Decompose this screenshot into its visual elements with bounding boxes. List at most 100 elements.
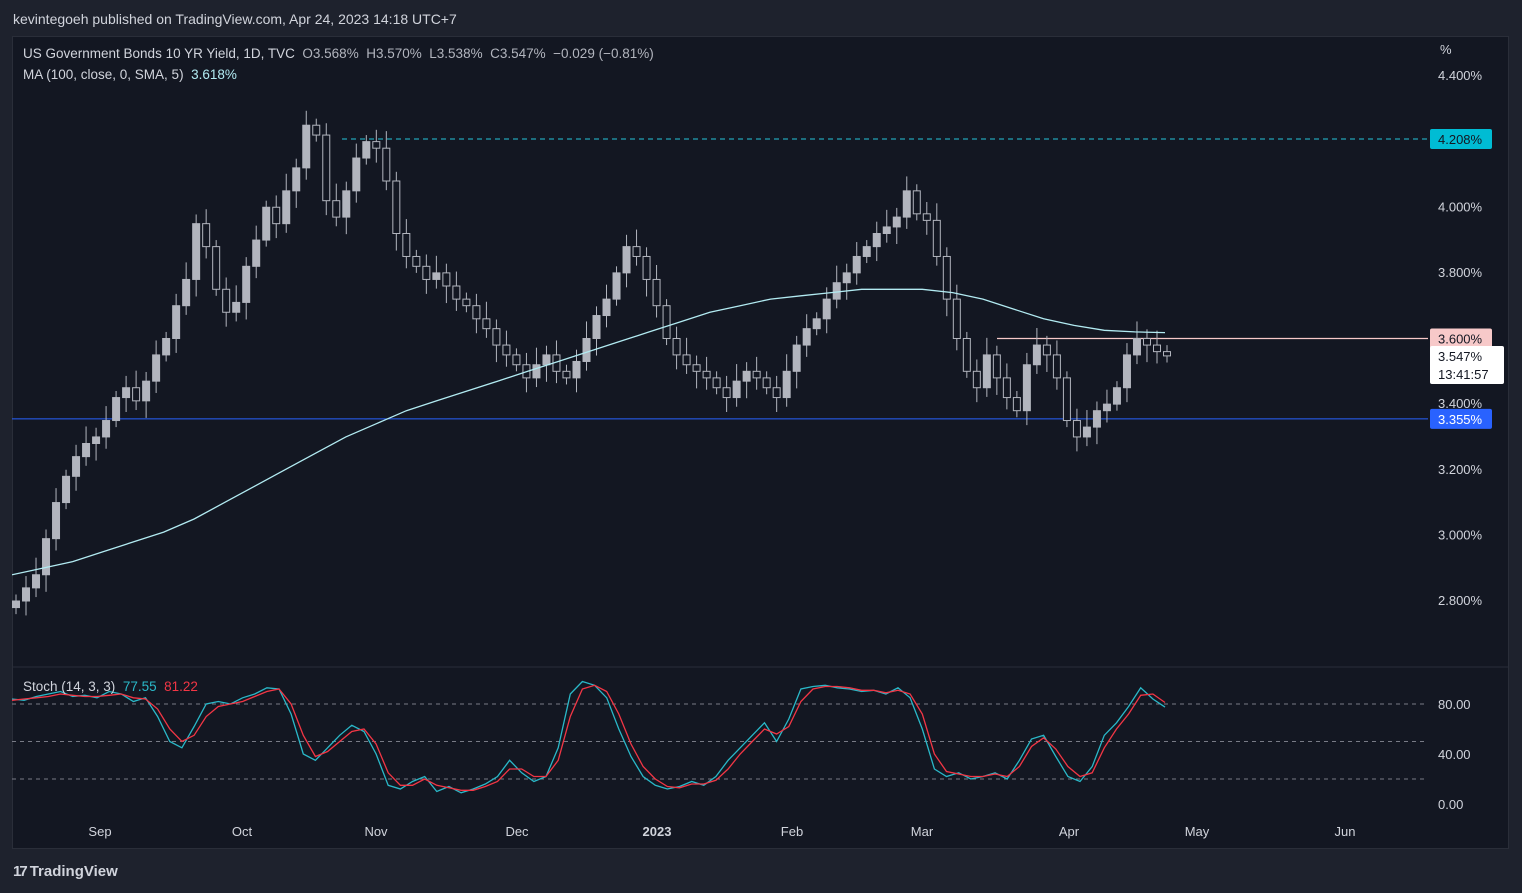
candle-body <box>912 190 921 215</box>
candle-body <box>42 538 51 576</box>
candle-body <box>952 298 961 339</box>
candle-body <box>532 364 541 379</box>
candle-body <box>52 502 61 540</box>
resistance-price-label: 3.600% <box>1438 332 1483 347</box>
candle-body <box>302 124 311 169</box>
candle-body <box>982 354 991 389</box>
candle-body <box>632 246 641 257</box>
price-tick-label: 3.000% <box>1438 527 1483 542</box>
candle-body <box>682 354 691 366</box>
candle-body <box>332 200 341 218</box>
candle-body <box>392 180 401 234</box>
price-tick-label: 2.800% <box>1438 593 1483 608</box>
brand-label: TradingView <box>29 863 118 880</box>
candle-body <box>502 344 511 356</box>
price-legend: US Government Bonds 10 YR Yield, 1D, TVC… <box>23 46 654 61</box>
candle-body <box>122 387 131 399</box>
candle-body <box>972 370 981 389</box>
candle-body <box>422 265 431 280</box>
candle-body <box>382 147 391 182</box>
candle-body <box>1152 344 1161 353</box>
price-tick-label: 3.200% <box>1438 462 1483 477</box>
candle-body <box>592 315 601 339</box>
candle-body <box>142 380 151 402</box>
candle-body <box>252 239 261 267</box>
price-tick-label: 4.000% <box>1438 199 1483 214</box>
candle-body <box>322 134 331 202</box>
candle-body <box>732 380 741 399</box>
stoch-k-line <box>12 680 1166 794</box>
candle-body <box>372 141 381 149</box>
candle-body <box>152 354 161 382</box>
countdown-label: 13:41:57 <box>1438 367 1489 382</box>
candle-body <box>102 420 111 438</box>
candle-body <box>992 354 1001 379</box>
ma-label: MA (100, close, 0, SMA, 5) <box>23 67 184 82</box>
high-value: H3.570% <box>366 46 422 61</box>
tradingview-logo[interactable]: 17 TradingView <box>13 863 118 880</box>
candle-body <box>812 318 821 330</box>
candle-body <box>772 387 781 399</box>
candle-body <box>822 298 831 320</box>
chart-canvas[interactable]: 4.400% 4.000% 3.800% 3.400% 3.200% 3.000% 2.80… <box>12 36 1509 849</box>
candle-body <box>742 370 751 382</box>
tv-logo-icon: 17 <box>13 863 28 880</box>
candle-body <box>1112 387 1121 405</box>
publish-bar: kevintegoeh published on TradingView.com… <box>0 0 1522 36</box>
symbol-label: US Government Bonds 10 YR Yield, 1D, TVC <box>23 46 295 61</box>
candle-body <box>662 305 671 339</box>
stoch-k-value: 77.55 <box>122 679 157 694</box>
candle-body <box>232 301 241 313</box>
support-price-label-bg <box>1430 408 1492 429</box>
candle-body <box>242 265 251 303</box>
candle-body <box>752 370 761 379</box>
candle-body <box>1122 354 1131 389</box>
price-tick-label: 3.800% <box>1438 265 1483 280</box>
candle-body <box>512 354 521 366</box>
candle-body <box>472 305 481 320</box>
candle-body <box>172 305 181 339</box>
candle-body <box>792 344 801 372</box>
candle-body <box>602 298 611 317</box>
stoch-tick-label: 0.00 <box>1438 797 1463 812</box>
candle-body <box>1002 377 1011 399</box>
candle-body <box>312 124 321 136</box>
x-tick-label: Dec <box>505 824 529 839</box>
candle-body <box>562 370 571 379</box>
stoch-legend: Stoch (14, 3, 3) 77.55 81.22 <box>23 679 198 694</box>
candle-body <box>902 190 911 218</box>
footer: 17 TradingView <box>0 849 1522 893</box>
candle-body <box>92 436 101 444</box>
candle-body <box>762 377 771 389</box>
candle-body <box>12 600 20 609</box>
change-value: −0.029 (−0.81%) <box>553 46 654 61</box>
candle-body <box>342 190 351 218</box>
candle-body <box>842 272 851 284</box>
candle-body <box>482 318 491 330</box>
candle-body <box>1042 344 1051 356</box>
candle-body <box>582 338 591 362</box>
ma-legend: MA (100, close, 0, SMA, 5) 3.618% <box>23 67 237 82</box>
candle-body <box>642 255 651 280</box>
candle-body <box>62 475 71 504</box>
support-price-label: 3.355% <box>1438 412 1483 427</box>
candle-body <box>862 246 871 257</box>
candle-body <box>922 213 931 221</box>
price-axis-unit: % <box>1440 42 1452 57</box>
resistance-price-label-bg <box>1430 328 1492 349</box>
chart-frame <box>12 36 1509 849</box>
candle-body <box>572 360 581 379</box>
stoch-label: Stoch (14, 3, 3) <box>23 679 116 694</box>
candle-body <box>192 223 201 280</box>
stoch-tick-label: 80.00 <box>1438 697 1471 712</box>
candle-body <box>452 285 461 300</box>
ma-value: 3.618% <box>191 67 237 82</box>
x-tick-label: Sep <box>88 824 111 839</box>
price-tick-label: 4.400% <box>1438 68 1483 83</box>
candle-body <box>612 272 621 300</box>
candle-body <box>222 288 231 313</box>
candle-body <box>1142 338 1151 346</box>
candle-body <box>622 246 631 274</box>
candle-body <box>32 574 41 589</box>
candle-body <box>882 226 891 234</box>
